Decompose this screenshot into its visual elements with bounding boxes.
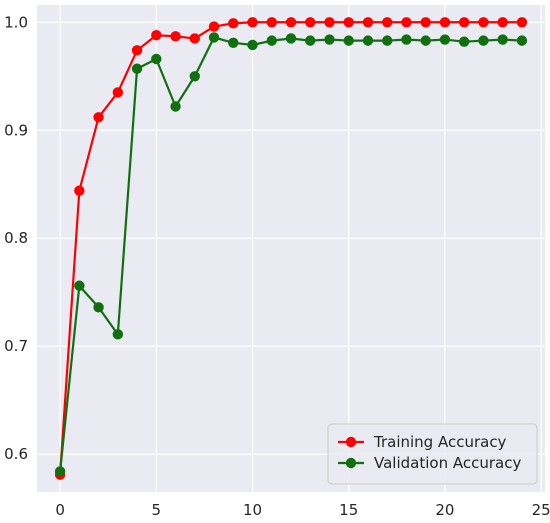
data-point	[362, 17, 374, 28]
data-point	[401, 34, 412, 45]
legend-entry: Validation Accuracy	[338, 454, 521, 472]
data-point	[343, 35, 354, 46]
data-point	[74, 280, 85, 291]
data-point	[266, 35, 277, 46]
data-point	[478, 35, 489, 46]
data-point	[170, 101, 181, 112]
y-tick-label: 0.7	[4, 337, 28, 355]
data-point	[151, 30, 162, 41]
y-tick-label: 1.0	[4, 13, 28, 31]
data-point	[228, 18, 239, 29]
data-point	[189, 33, 200, 44]
tick-labels: 0 5 10 15 20 25 0.6 0.7 0.8 0.9 1.0	[4, 13, 550, 519]
data-point	[439, 34, 451, 45]
data-point	[516, 35, 528, 46]
legend-box	[327, 423, 538, 485]
series-layer	[54, 17, 528, 480]
data-point	[497, 17, 508, 28]
legend-marker	[345, 436, 357, 448]
grid-lines	[37, 5, 545, 492]
x-tick-label: 25	[532, 501, 550, 519]
data-point	[93, 112, 104, 123]
data-point	[208, 32, 220, 43]
data-point	[420, 17, 431, 28]
legend-label: Validation Accuracy	[374, 454, 521, 472]
data-point	[324, 17, 335, 28]
x-tick-label: 5	[152, 501, 162, 519]
data-point	[54, 466, 66, 477]
data-point	[362, 35, 374, 46]
data-point	[247, 39, 258, 51]
data-point	[247, 17, 258, 28]
x-tick-label: 20	[435, 501, 454, 519]
y-tick-label: 0.8	[4, 229, 28, 247]
data-point	[131, 45, 143, 56]
data-point	[93, 302, 104, 313]
x-tick-label: 10	[243, 501, 262, 519]
data-point	[189, 71, 200, 82]
data-point	[208, 21, 220, 32]
data-point	[74, 185, 85, 196]
data-point	[439, 17, 451, 28]
x-tick-label: 0	[55, 501, 65, 519]
data-point	[228, 37, 239, 48]
data-point	[458, 17, 470, 28]
data-point	[112, 329, 124, 340]
data-point	[266, 17, 277, 28]
data-point	[497, 34, 508, 45]
data-point	[151, 53, 162, 65]
legend: Training Accuracy Validation Accuracy	[327, 423, 538, 485]
data-point	[285, 17, 297, 28]
data-point	[516, 17, 528, 28]
series-validation-accuracy	[54, 32, 528, 477]
y-tick-label: 0.9	[4, 121, 28, 139]
data-point	[382, 35, 393, 46]
data-point	[131, 63, 143, 74]
data-point	[343, 17, 354, 28]
data-point	[458, 36, 470, 47]
legend-items: Training Accuracy Validation Accuracy	[338, 433, 521, 472]
data-point	[478, 17, 489, 28]
plot-background	[37, 5, 545, 492]
data-point	[285, 33, 297, 44]
data-point	[170, 31, 181, 42]
x-tick-label: 15	[339, 501, 358, 519]
data-point	[324, 34, 335, 45]
data-point	[112, 87, 124, 98]
legend-label: Training Accuracy	[373, 433, 507, 451]
data-point	[305, 17, 316, 28]
data-point	[420, 35, 431, 46]
data-point	[401, 17, 412, 28]
data-point	[305, 35, 316, 46]
legend-marker	[345, 457, 357, 469]
y-tick-label: 0.6	[4, 445, 28, 463]
legend-entry: Training Accuracy	[338, 433, 507, 451]
data-point	[382, 17, 393, 28]
